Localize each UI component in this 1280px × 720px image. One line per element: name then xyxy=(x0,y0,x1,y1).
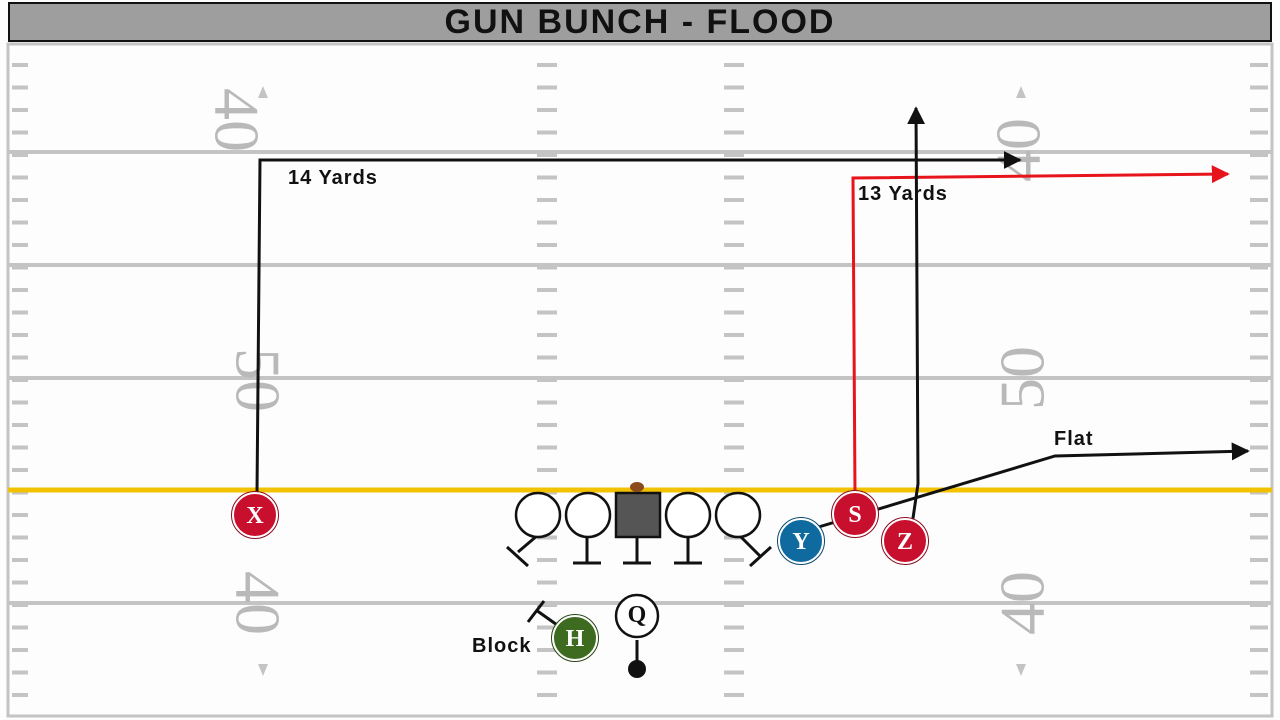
route-x xyxy=(255,151,1022,494)
label-h-assignment: Block xyxy=(472,635,531,657)
player-y-letter: Y xyxy=(792,529,809,555)
hash-marks xyxy=(12,63,1268,697)
player-x: X xyxy=(231,491,279,539)
route-s xyxy=(851,165,1230,496)
offensive-line xyxy=(505,482,773,568)
yard-number-left-bottom: 40 xyxy=(223,571,294,635)
football-icon xyxy=(630,482,644,492)
direction-arrow-right-top xyxy=(1016,86,1026,98)
player-q-letter: Q xyxy=(628,602,647,628)
player-z: Z xyxy=(881,517,929,565)
label-s-route: 13 Yards xyxy=(858,183,948,205)
player-x-letter: X xyxy=(246,503,264,529)
player-z-letter: Z xyxy=(897,529,913,555)
player-h-letter: H xyxy=(566,626,585,652)
player-q: Q xyxy=(614,593,660,639)
yard-number-right-top: 40 xyxy=(983,118,1054,182)
player-s: S xyxy=(831,490,879,538)
direction-arrow-right-bottom xyxy=(1016,664,1026,676)
route-y xyxy=(801,442,1250,534)
label-x-route: 14 Yards xyxy=(288,167,378,189)
direction-arrow-left-top xyxy=(258,86,268,98)
play-title: GUN BUNCH - FLOOD xyxy=(444,2,836,41)
direction-arrow-left-bottom xyxy=(258,664,268,676)
label-y-route: Flat xyxy=(1054,428,1094,450)
yard-numbers: 40 50 40 40 50 40 xyxy=(202,86,1058,676)
qb-drop xyxy=(628,640,646,678)
left-guard xyxy=(564,491,612,539)
route-z xyxy=(907,106,926,526)
yard-number-left-top: 40 xyxy=(202,88,273,152)
player-s-letter: S xyxy=(848,502,861,528)
routes xyxy=(255,106,1250,534)
yard-number-right-mid: 50 xyxy=(987,346,1058,410)
right-tackle xyxy=(714,491,762,539)
yard-number-right-bottom: 40 xyxy=(987,571,1058,635)
right-guard xyxy=(664,491,712,539)
player-h: H xyxy=(551,614,599,662)
left-tackle xyxy=(514,491,562,539)
title-bar: GUN BUNCH - FLOOD xyxy=(8,2,1272,42)
center xyxy=(614,491,662,539)
player-y: Y xyxy=(777,517,825,565)
